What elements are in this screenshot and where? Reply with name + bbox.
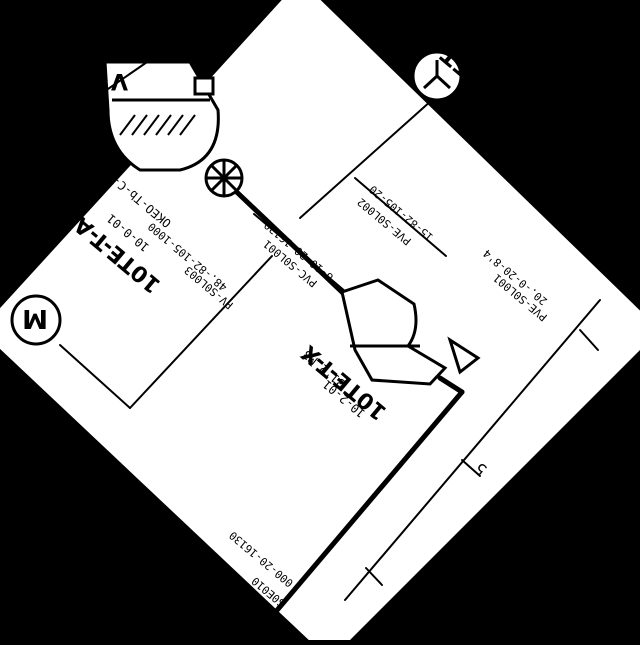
process-line-top <box>203 0 282 84</box>
process-line-motor-up <box>129 255 273 409</box>
reactor-nozzle <box>193 76 215 96</box>
dimension-tick-3 <box>365 567 383 586</box>
process-line-reactor-vessel <box>219 175 348 298</box>
separator-body <box>340 278 448 386</box>
separator-outlet-valve <box>447 336 481 375</box>
label-underline-reactor <box>253 213 347 293</box>
process-line-bottom-outlet <box>259 389 465 631</box>
reactor-vessel <box>91 59 220 172</box>
separator-vessel <box>340 278 481 386</box>
process-lines <box>59 0 601 631</box>
reactor-agitator-arm <box>91 59 151 101</box>
process-line-rotating <box>299 99 433 219</box>
valve-wheel <box>204 158 244 198</box>
reactor-letter: V <box>111 68 128 93</box>
motor-symbol <box>10 294 62 346</box>
label-underline-rotating <box>354 177 447 257</box>
reactor-body <box>103 60 220 172</box>
process-line-outlet-stub <box>437 375 465 395</box>
dimension-line <box>344 299 601 601</box>
fan-symbol <box>411 50 463 102</box>
dimension-tick-2 <box>461 459 481 477</box>
reactor-hatch <box>119 114 196 136</box>
dimension-tick-1 <box>579 329 599 351</box>
motor-letter: M <box>22 303 48 333</box>
process-line-motor <box>59 344 131 409</box>
